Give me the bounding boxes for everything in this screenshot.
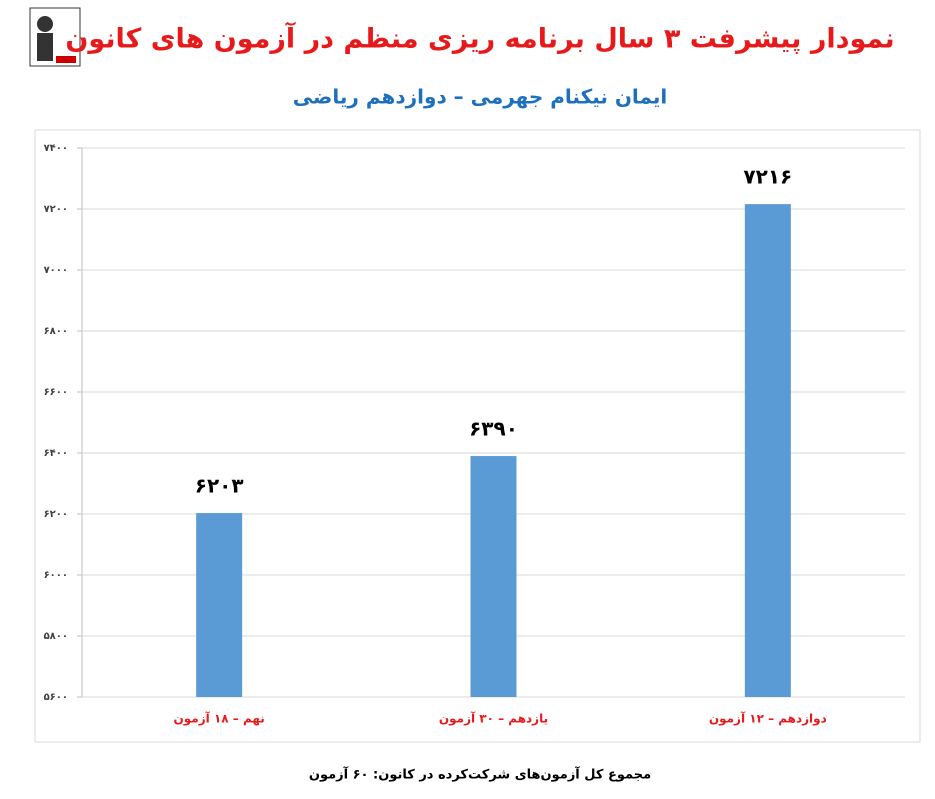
x-tick-label: یازدهم – ۳۰ آزمون — [439, 711, 548, 727]
bar — [744, 204, 791, 697]
data-label: ۶۳۹۰ — [469, 417, 518, 441]
y-tick-label: ۵۶۰۰ — [44, 692, 68, 703]
y-tick-label: ۶۸۰۰ — [44, 326, 68, 337]
y-tick-label: ۵۸۰۰ — [44, 631, 68, 642]
x-tick-label: دوازدهم – ۱۲ آزمون — [709, 711, 827, 727]
y-tick-label: ۷۴۰۰ — [44, 143, 68, 154]
chart-subtitle: ایمان نیکنام جهرمی – دوازدهم ریاضی — [293, 85, 667, 109]
logo — [29, 7, 81, 67]
plot-frame — [34, 129, 921, 743]
data-label: ۷۲۱۶ — [743, 165, 792, 189]
footer-note: مجموع کل آزمون‌های شرکت‌کرده در کانون: ۶… — [309, 766, 651, 783]
y-tick-label: ۶۰۰۰ — [44, 570, 68, 581]
y-tick-label: ۶۴۰۰ — [44, 448, 68, 459]
bar — [196, 513, 243, 697]
x-tick-label: نهم – ۱۸ آزمون — [174, 711, 265, 727]
y-tick-label: ۷۲۰۰ — [44, 204, 68, 215]
data-label: ۶۲۰۳ — [195, 474, 244, 498]
bar — [470, 456, 517, 697]
y-tick-label: ۷۰۰۰ — [44, 265, 68, 276]
y-tick-label: ۶۶۰۰ — [44, 387, 68, 398]
chart-title: نمودار پیشرفت ۳ سال برنامه ریزی منظم در … — [65, 22, 894, 55]
y-tick-label: ۶۲۰۰ — [44, 509, 68, 520]
